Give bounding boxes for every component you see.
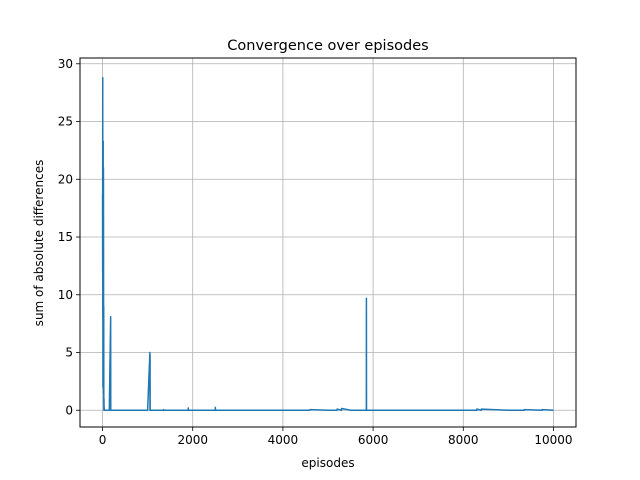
series-line [101, 76, 554, 411]
x-axis-ticks: 0 2000 4000 6000 8000 10000 [99, 427, 573, 447]
x-tick-label: 4000 [268, 433, 299, 447]
y-tick-label: 15 [58, 230, 73, 244]
axes-frame [79, 57, 577, 428]
chart-title: Convergence over episodes [227, 38, 428, 54]
x-tick-label: 0 [99, 433, 107, 447]
y-axis-label: sum of absolute differences [32, 160, 46, 327]
y-tick-label: 10 [58, 288, 73, 302]
x-tick-label: 8000 [448, 433, 479, 447]
y-axis-ticks: 0 5 10 15 20 25 30 [58, 57, 80, 417]
series-group [101, 76, 554, 411]
x-axis-label: episodes [301, 456, 354, 470]
grid-lines [80, 58, 576, 427]
y-tick-label: 20 [58, 172, 73, 186]
y-tick-label: 0 [65, 403, 73, 417]
y-tick-label: 5 [65, 346, 73, 360]
y-tick-label: 30 [58, 57, 73, 71]
x-tick-label: 10000 [534, 433, 572, 447]
x-tick-label: 2000 [177, 433, 208, 447]
x-tick-label: 6000 [358, 433, 389, 447]
y-tick-label: 25 [58, 115, 73, 129]
